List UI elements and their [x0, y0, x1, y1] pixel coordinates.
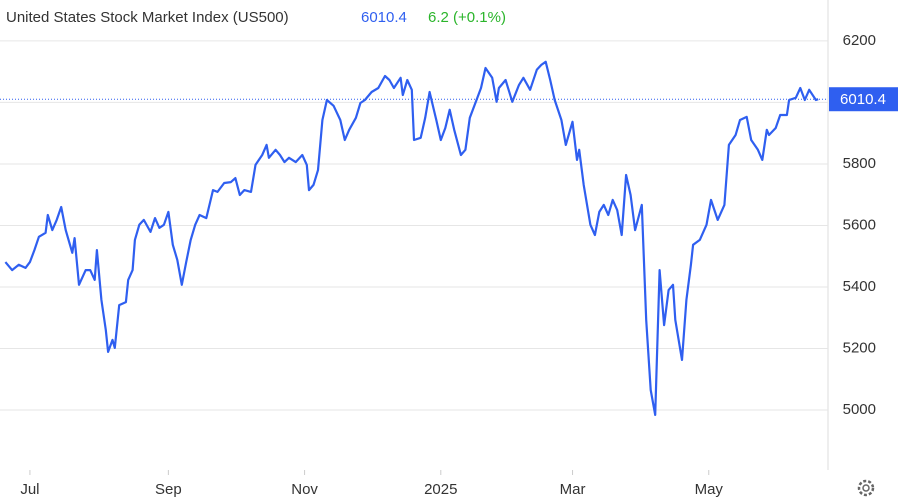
y-tick-label: 5200: [843, 339, 876, 356]
y-tick-label: 6200: [843, 32, 876, 49]
x-tick-label: 2025: [424, 481, 457, 498]
settings-icon[interactable]: [857, 479, 875, 497]
x-tick-label: May: [695, 481, 724, 498]
x-tick-label: Sep: [155, 481, 182, 498]
price-tag: [829, 87, 898, 112]
x-tick-label: Nov: [291, 481, 318, 498]
y-tick-label: 5800: [843, 155, 876, 172]
price-tag-label: 6010.4: [840, 91, 886, 108]
x-tick-label: Jul: [20, 481, 39, 498]
change: 6.2 (+0.1%): [428, 9, 506, 26]
price: 6010.4: [361, 9, 407, 26]
chart-title: United States Stock Market Index (US500): [6, 9, 289, 26]
y-tick-label: 5000: [843, 401, 876, 418]
y-tick-label: 5600: [843, 216, 876, 233]
price-line: [4, 60, 819, 416]
y-tick-label: 5400: [843, 278, 876, 295]
x-tick-label: Mar: [560, 481, 586, 498]
